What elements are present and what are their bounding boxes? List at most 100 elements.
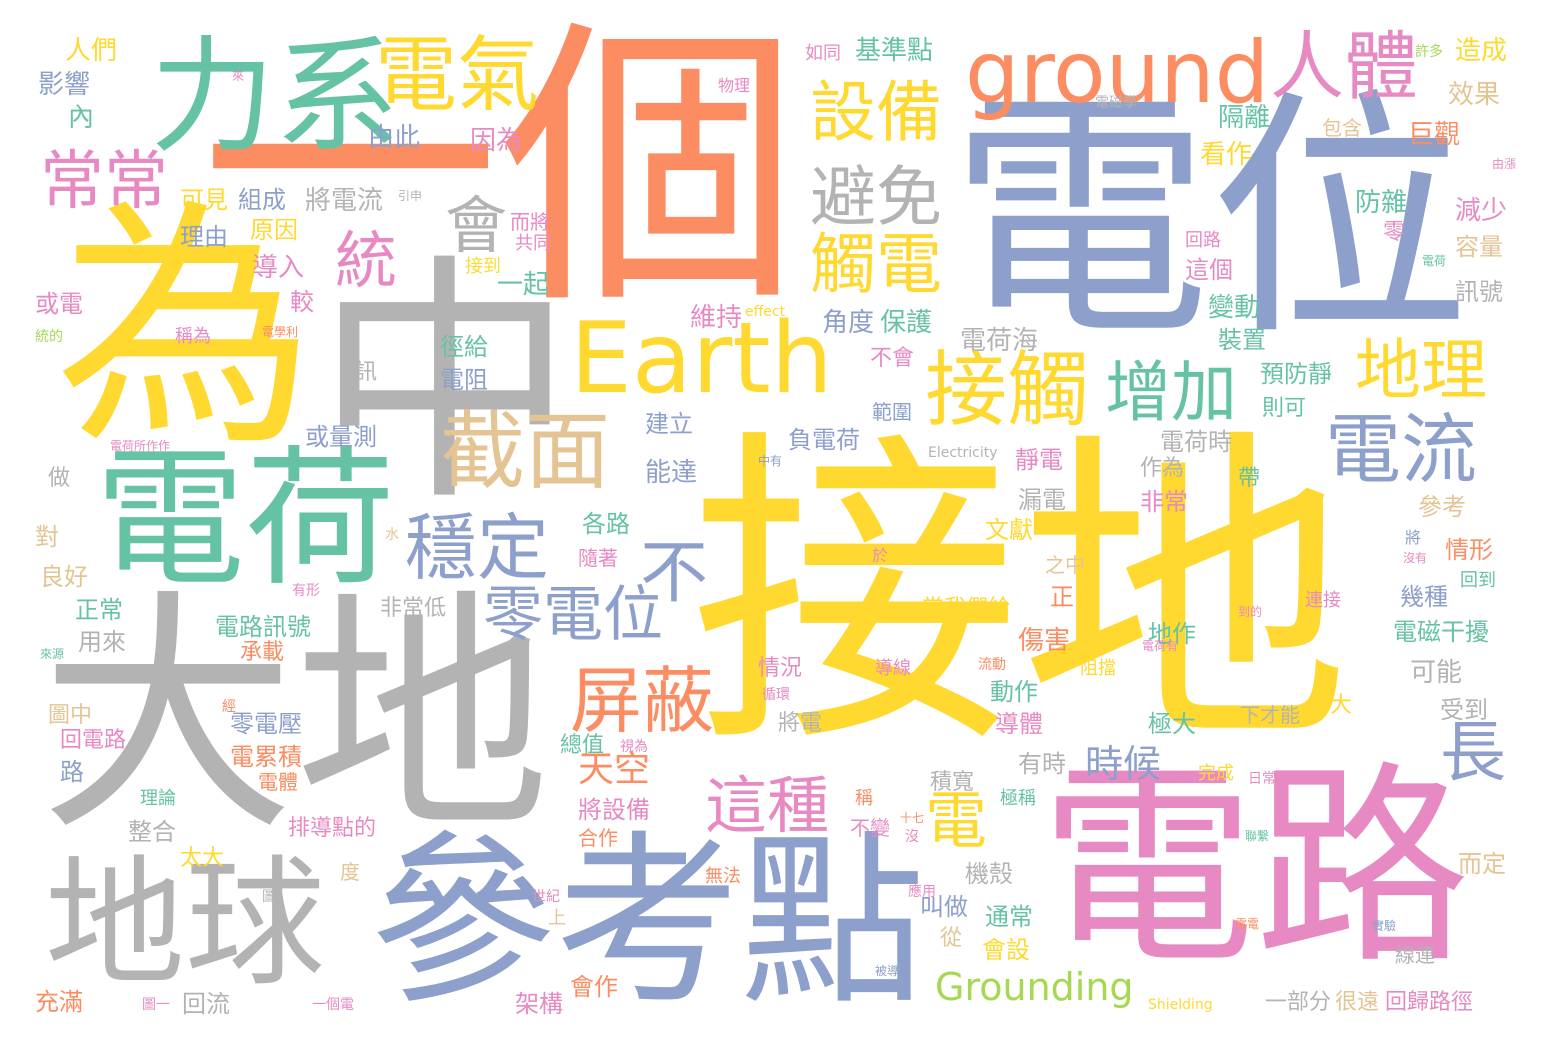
word-zuo: 做 bbox=[48, 466, 71, 491]
word-youzhang: 由漲 bbox=[1492, 157, 1517, 171]
word-jianli: 建立 bbox=[645, 410, 693, 438]
word-dianxueli: 電學利 bbox=[262, 325, 299, 339]
word-daoru: 導入 bbox=[252, 253, 305, 283]
word-jicheng: 極稱 bbox=[1000, 788, 1036, 809]
word-dianhe: 電荷 bbox=[95, 433, 396, 607]
word-jiangdianliu: 將電流 bbox=[305, 186, 384, 216]
word-nei: 內 bbox=[68, 103, 95, 133]
word-huidianlu: 回電路 bbox=[60, 728, 127, 753]
word-electricity: Electricity bbox=[928, 445, 998, 461]
word-mei: 沒 bbox=[905, 829, 919, 845]
word-shang: 上 bbox=[548, 908, 566, 929]
word-wei: 為 bbox=[55, 179, 315, 481]
word-paidaodiande: 排導點的 bbox=[288, 816, 377, 841]
word-zudang: 阻擋 bbox=[1080, 658, 1116, 679]
word-zaocheng: 造成 bbox=[1455, 36, 1508, 66]
word-richangshenghuo: 日常生活 bbox=[1248, 771, 1304, 787]
word-diancixue: 電磁學 bbox=[1095, 95, 1137, 111]
word-nengda: 能達 bbox=[645, 458, 698, 488]
word-dian: 電 bbox=[925, 784, 988, 857]
word-shiyan: 實驗 bbox=[1372, 919, 1397, 933]
word-dianhesuozuo: 電荷所作作 bbox=[110, 439, 171, 453]
word-dianti: 電體 bbox=[258, 770, 298, 794]
word-youxing: 有形 bbox=[292, 583, 320, 599]
word-fudianhe: 負電荷 bbox=[788, 426, 860, 454]
word-grounding: Grounding bbox=[935, 965, 1134, 1009]
word-zucheng: 組成 bbox=[238, 186, 286, 214]
word-zuowei: 作為 bbox=[1140, 456, 1185, 481]
word-ground: ground bbox=[965, 23, 1270, 123]
word-kanzuo: 看作 bbox=[1200, 140, 1253, 170]
word-tongde: 統的 bbox=[35, 329, 63, 345]
word-gelu: 各路 bbox=[582, 510, 630, 538]
word-bimian: 避免 bbox=[810, 159, 942, 236]
word-dianlu: 電路 bbox=[1040, 742, 1470, 993]
word-zhongyou: 中有 bbox=[758, 454, 783, 468]
word-lianxi: 聯繫 bbox=[1245, 829, 1270, 843]
word-shielding: Shielding bbox=[1148, 997, 1213, 1013]
word-zhezhong: 這種 bbox=[705, 769, 830, 842]
word-jizhong: 幾種 bbox=[1400, 583, 1448, 611]
word-geli: 隔離 bbox=[1218, 103, 1271, 133]
word-earth: Earth bbox=[570, 302, 833, 416]
word-jing: 經 bbox=[222, 699, 236, 715]
word-bu: 不 bbox=[640, 534, 709, 613]
word-xun: 訊 bbox=[355, 360, 378, 385]
word-huilu: 回路 bbox=[1185, 230, 1221, 251]
word-lu: 路 bbox=[60, 758, 84, 786]
word-dianleiji: 電累積 bbox=[230, 743, 302, 771]
word-cankao: 參考 bbox=[1418, 493, 1466, 521]
word-rongliang: 容量 bbox=[1455, 233, 1503, 261]
word-pingbi: 屏蔽 bbox=[570, 659, 715, 743]
word-yu: 於 bbox=[872, 546, 889, 565]
word-shebei: 設備 bbox=[810, 74, 942, 151]
word-jiangdian: 將電 bbox=[778, 711, 823, 736]
word-weichi: 維持 bbox=[690, 303, 743, 333]
word-wufa: 無法 bbox=[705, 866, 741, 887]
word-shihou: 時候 bbox=[1085, 742, 1162, 786]
word-yingyong: 應用 bbox=[908, 884, 936, 900]
word-dianhe2: 電荷 bbox=[1422, 254, 1447, 268]
word-erding: 而定 bbox=[1458, 850, 1506, 878]
word-ling: 零 bbox=[1383, 220, 1406, 245]
word-zhong: 中 bbox=[315, 234, 575, 536]
word-baohu: 保護 bbox=[880, 308, 933, 338]
word-shanghai: 傷害 bbox=[1018, 626, 1071, 656]
word-cankaodian: 參考點 bbox=[370, 814, 925, 1030]
word-wuli: 物理 bbox=[718, 76, 751, 95]
word-yibufen: 一部分 bbox=[1265, 990, 1332, 1015]
word-xianlian: 線連 bbox=[1395, 943, 1435, 967]
word-dianheshi: 電荷時 bbox=[1160, 428, 1232, 456]
word-youci: 由此 bbox=[368, 123, 421, 153]
word-taida: 太大 bbox=[180, 846, 225, 871]
word-gongtong: 共同 bbox=[515, 233, 551, 254]
word-hezuo: 合作 bbox=[578, 826, 618, 850]
word-juguan: 巨觀 bbox=[1408, 120, 1461, 150]
word-yingxiang: 影響 bbox=[38, 70, 91, 100]
word-huishe: 會設 bbox=[982, 936, 1030, 964]
word-tiankong: 天空 bbox=[578, 749, 651, 790]
word-shui: 水 bbox=[385, 527, 399, 543]
word-shoudao: 受到 bbox=[1440, 696, 1488, 724]
word-chang: 長 bbox=[1440, 714, 1506, 791]
word-dianqi: 電氣 bbox=[375, 28, 540, 123]
word-jiedao: 接到 bbox=[465, 256, 501, 277]
word-jida: 極大 bbox=[1148, 710, 1196, 738]
word-huoliangce: 或量測 bbox=[305, 423, 377, 451]
word-lai: 來 bbox=[232, 69, 245, 83]
word-changchang: 常常 bbox=[40, 145, 168, 219]
word-zeke: 則可 bbox=[1262, 396, 1307, 421]
word-chongman: 充滿 bbox=[35, 988, 83, 1016]
word-huidao: 回到 bbox=[1460, 570, 1496, 591]
word-shiqi: 十七 bbox=[900, 811, 925, 825]
word-dui: 對 bbox=[35, 523, 59, 551]
word-tu: 圖 bbox=[262, 889, 276, 905]
word-zengjia: 增加 bbox=[1105, 354, 1237, 431]
word-jinggei: 徑給 bbox=[440, 333, 488, 361]
word-yufangjing: 預防靜 bbox=[1260, 360, 1332, 388]
word-da: 大 bbox=[1330, 693, 1353, 718]
word-zhege: 這個 bbox=[1185, 256, 1233, 284]
word-wending: 穩定 bbox=[405, 506, 550, 590]
word-keneng: 可能 bbox=[1410, 658, 1463, 688]
word-yiqi: 一起 bbox=[497, 270, 550, 300]
